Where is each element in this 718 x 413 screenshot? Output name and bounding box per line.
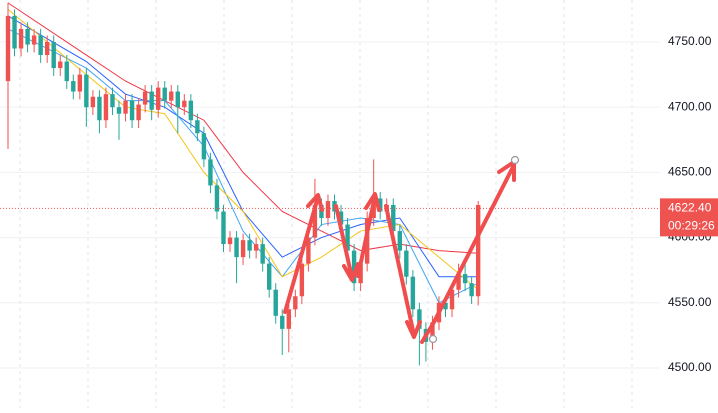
moving-average — [7, 2, 479, 254]
candle-body — [253, 244, 259, 251]
arrowhead — [342, 262, 360, 282]
candle-body — [338, 211, 344, 225]
candle-body — [188, 100, 194, 121]
candle-body — [227, 237, 233, 245]
arrow — [356, 194, 377, 278]
candle-body — [5, 15, 11, 82]
candle-body — [155, 87, 161, 110]
candle-body — [221, 211, 226, 245]
candle-body — [149, 91, 154, 110]
candle-body — [247, 240, 252, 251]
candle-body — [312, 204, 318, 238]
arrow — [432, 163, 516, 324]
y-tick-label: 4500.00 — [668, 360, 712, 374]
candle-body — [286, 309, 291, 329]
arrowhead — [306, 193, 324, 212]
candle-body — [430, 322, 435, 342]
candle-body — [84, 74, 89, 108]
candle-body — [77, 74, 83, 92]
candle-body — [97, 96, 102, 121]
candle-body — [280, 315, 285, 329]
candle-body — [351, 250, 357, 284]
candle-body — [195, 120, 200, 134]
arrowhead — [405, 320, 422, 339]
candle-body — [456, 274, 461, 290]
candle-body — [103, 94, 109, 121]
candle-body — [110, 94, 115, 108]
candle-body — [449, 289, 455, 310]
candle-body — [410, 276, 416, 310]
countdown: 00:29:26 — [668, 219, 715, 233]
price-badge — [660, 198, 718, 237]
candle-body — [391, 204, 396, 232]
candle-body — [18, 28, 24, 49]
arrowhead — [364, 192, 381, 212]
candle-body — [325, 201, 331, 219]
candle-body — [58, 61, 63, 69]
y-tick-label: 4650.00 — [668, 165, 712, 179]
candle-body — [378, 198, 383, 212]
y-tick-label: 4700.00 — [668, 99, 712, 113]
candle-body — [306, 237, 311, 264]
drawings — [283, 155, 520, 344]
candle-body — [417, 309, 422, 329]
candle-body — [462, 274, 468, 284]
anchor-point — [510, 155, 520, 165]
candle-body — [358, 263, 363, 284]
candle-body — [162, 87, 167, 101]
candle-body — [169, 91, 174, 101]
candle-body — [175, 91, 180, 108]
candle-body — [25, 28, 30, 45]
candle-body — [136, 104, 141, 121]
candle-body — [208, 159, 213, 186]
candle-body — [123, 100, 128, 114]
candle-body — [475, 204, 481, 297]
candle-body — [182, 100, 187, 108]
candle-body — [443, 302, 448, 310]
candle-body — [12, 15, 17, 49]
candle-body — [234, 237, 239, 258]
candle-body — [404, 250, 409, 277]
candle-body — [260, 244, 265, 264]
grid — [0, 41, 660, 369]
candle-body — [142, 91, 148, 105]
candle-body — [129, 100, 135, 121]
anchor-point — [428, 334, 438, 344]
candle-body — [64, 61, 69, 82]
candle-body — [38, 35, 43, 56]
arrow — [334, 204, 354, 280]
candle-body — [345, 224, 350, 251]
candle-body — [273, 289, 278, 316]
candle-body — [469, 283, 474, 297]
candle-body — [299, 263, 305, 297]
candle-body — [240, 240, 246, 258]
y-tick-label: 4550.00 — [668, 295, 712, 309]
candle-body — [116, 107, 122, 114]
candle-body — [90, 96, 96, 108]
candle-body — [397, 231, 402, 251]
arrow — [384, 204, 416, 337]
arrow — [283, 195, 320, 314]
candle-body — [201, 133, 207, 160]
candle-body — [44, 41, 50, 56]
current-price-label: 4622.40 — [668, 201, 712, 215]
y-tick-label: 4750.00 — [668, 34, 712, 48]
candle-body — [293, 296, 298, 310]
candle-body — [71, 81, 76, 92]
candle-body — [267, 263, 272, 290]
moving-average — [7, 15, 479, 278]
candle-body — [51, 41, 56, 69]
candle-body — [31, 35, 37, 45]
candle-body — [214, 185, 220, 212]
arrow — [420, 320, 436, 344]
